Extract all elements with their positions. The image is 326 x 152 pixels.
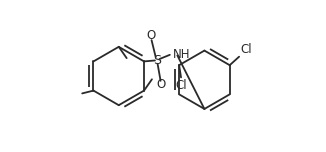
- Text: Cl: Cl: [241, 43, 252, 56]
- Text: S: S: [153, 54, 161, 67]
- Text: Cl: Cl: [175, 79, 187, 92]
- Text: O: O: [156, 78, 166, 92]
- Text: O: O: [146, 29, 155, 43]
- Text: NH: NH: [173, 48, 191, 61]
